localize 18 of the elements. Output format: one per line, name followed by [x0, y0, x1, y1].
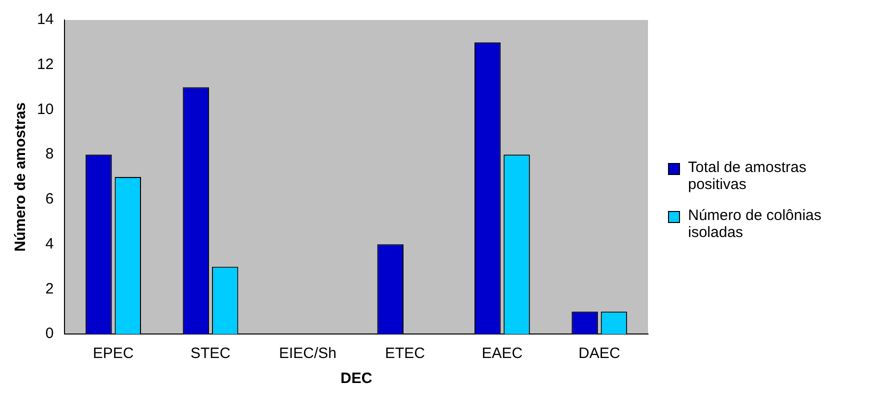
y-tick-label: 8	[45, 146, 54, 163]
y-tick-label: 12	[36, 56, 54, 73]
legend-label: Número de colônias isoladas	[688, 207, 822, 241]
y-tick-label: 6	[45, 190, 54, 208]
x-tick-label: ETEC	[384, 345, 426, 362]
y-axis-title: Número de amostras	[12, 102, 30, 252]
y-tick-label: 4	[45, 235, 54, 252]
y-tick-label: 10	[36, 100, 54, 118]
x-tick-label: EPEC	[92, 345, 134, 362]
y-tick-label: 0	[45, 325, 54, 342]
x-tick-label: EIEC/Sh	[278, 345, 336, 362]
x-tick-label: DAEC	[578, 345, 620, 362]
legend-label: Total de amostras positivas	[688, 159, 808, 193]
x-tick-label: STEC	[190, 345, 231, 362]
y-tick-label: 14	[36, 11, 54, 28]
x-tick-label: EAEC	[482, 345, 523, 362]
y-tick-label: 2	[45, 280, 54, 298]
x-axis-title: DEC	[340, 370, 372, 388]
